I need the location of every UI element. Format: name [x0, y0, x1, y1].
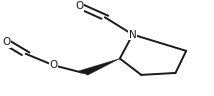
Text: O: O	[49, 60, 58, 70]
Text: O: O	[75, 1, 83, 11]
Text: O: O	[2, 37, 10, 47]
Text: N: N	[129, 30, 137, 40]
Polygon shape	[79, 59, 120, 75]
